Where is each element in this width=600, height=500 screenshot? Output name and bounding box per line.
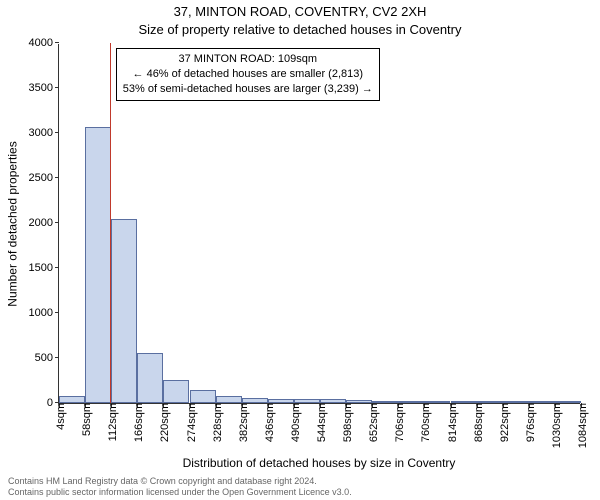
chart-title-main: 37, MINTON ROAD, COVENTRY, CV2 2XH [0,4,600,19]
histogram-bar [137,353,163,403]
histogram-bar [163,380,189,403]
histogram-bar [346,400,372,403]
x-tick-label: 598sqm [338,403,354,442]
x-tick-label: 706sqm [390,403,406,442]
histogram-bar [111,219,137,404]
x-tick-label: 382sqm [234,403,250,442]
attribution: Contains HM Land Registry data © Crown c… [8,476,352,498]
property-size-histogram: 37, MINTON ROAD, COVENTRY, CV2 2XH Size … [0,0,600,500]
histogram-bar [190,390,216,403]
y-tick-label: 1500 [11,262,59,274]
y-tick-label: 2500 [11,172,59,184]
x-tick-label: 652sqm [364,403,380,442]
plot-area: 050010001500200025003000350040004sqm58sq… [58,44,580,404]
x-tick-label: 544sqm [312,403,328,442]
attribution-line2: Contains public sector information licen… [8,487,352,498]
histogram-bar [477,401,503,403]
histogram-bar [242,398,268,403]
x-tick-label: 58sqm [77,403,93,436]
histogram-bar [294,399,320,403]
info-box-line: 53% of semi-detached houses are larger (… [123,82,373,97]
histogram-bar [424,401,450,403]
x-tick-label: 1084sqm [573,403,589,448]
x-tick-label: 220sqm [155,403,171,442]
histogram-bar [85,127,111,403]
x-tick-label: 922sqm [495,403,511,442]
histogram-bar [268,399,294,403]
histogram-bar [503,401,529,403]
x-tick-label: 166sqm [129,403,145,442]
attribution-line1: Contains HM Land Registry data © Crown c… [8,476,352,487]
y-tick-label: 4000 [11,37,59,49]
x-tick-label: 4sqm [51,403,67,430]
x-tick-label: 328sqm [208,403,224,442]
y-tick-label: 3000 [11,127,59,139]
histogram-bar [451,401,477,403]
info-box-line: 37 MINTON ROAD: 109sqm [123,52,373,67]
histogram-bar [216,396,242,403]
x-axis-label: Distribution of detached houses by size … [58,456,580,470]
x-tick-label: 814sqm [443,403,459,442]
x-tick-label: 976sqm [521,403,537,442]
info-box-line: ← 46% of detached houses are smaller (2,… [123,67,373,82]
histogram-bar [320,399,346,403]
y-tick-label: 3500 [11,82,59,94]
histogram-bar [555,401,581,403]
y-tick-label: 2000 [11,217,59,229]
histogram-bar [59,396,85,403]
x-tick-label: 112sqm [103,403,119,441]
histogram-bar [398,401,424,403]
y-tick-label: 1000 [11,307,59,319]
x-tick-label: 760sqm [416,403,432,442]
histogram-bar [529,401,555,403]
x-tick-label: 490sqm [286,403,302,442]
property-info-box: 37 MINTON ROAD: 109sqm← 46% of detached … [116,48,380,101]
x-tick-label: 436sqm [260,403,276,442]
x-tick-label: 1030sqm [547,403,563,448]
property-marker-line [110,43,111,403]
histogram-bar [372,401,398,403]
x-tick-label: 868sqm [469,403,485,442]
x-tick-label: 274sqm [182,403,198,442]
y-tick-label: 500 [11,352,59,364]
chart-title-sub: Size of property relative to detached ho… [0,22,600,37]
